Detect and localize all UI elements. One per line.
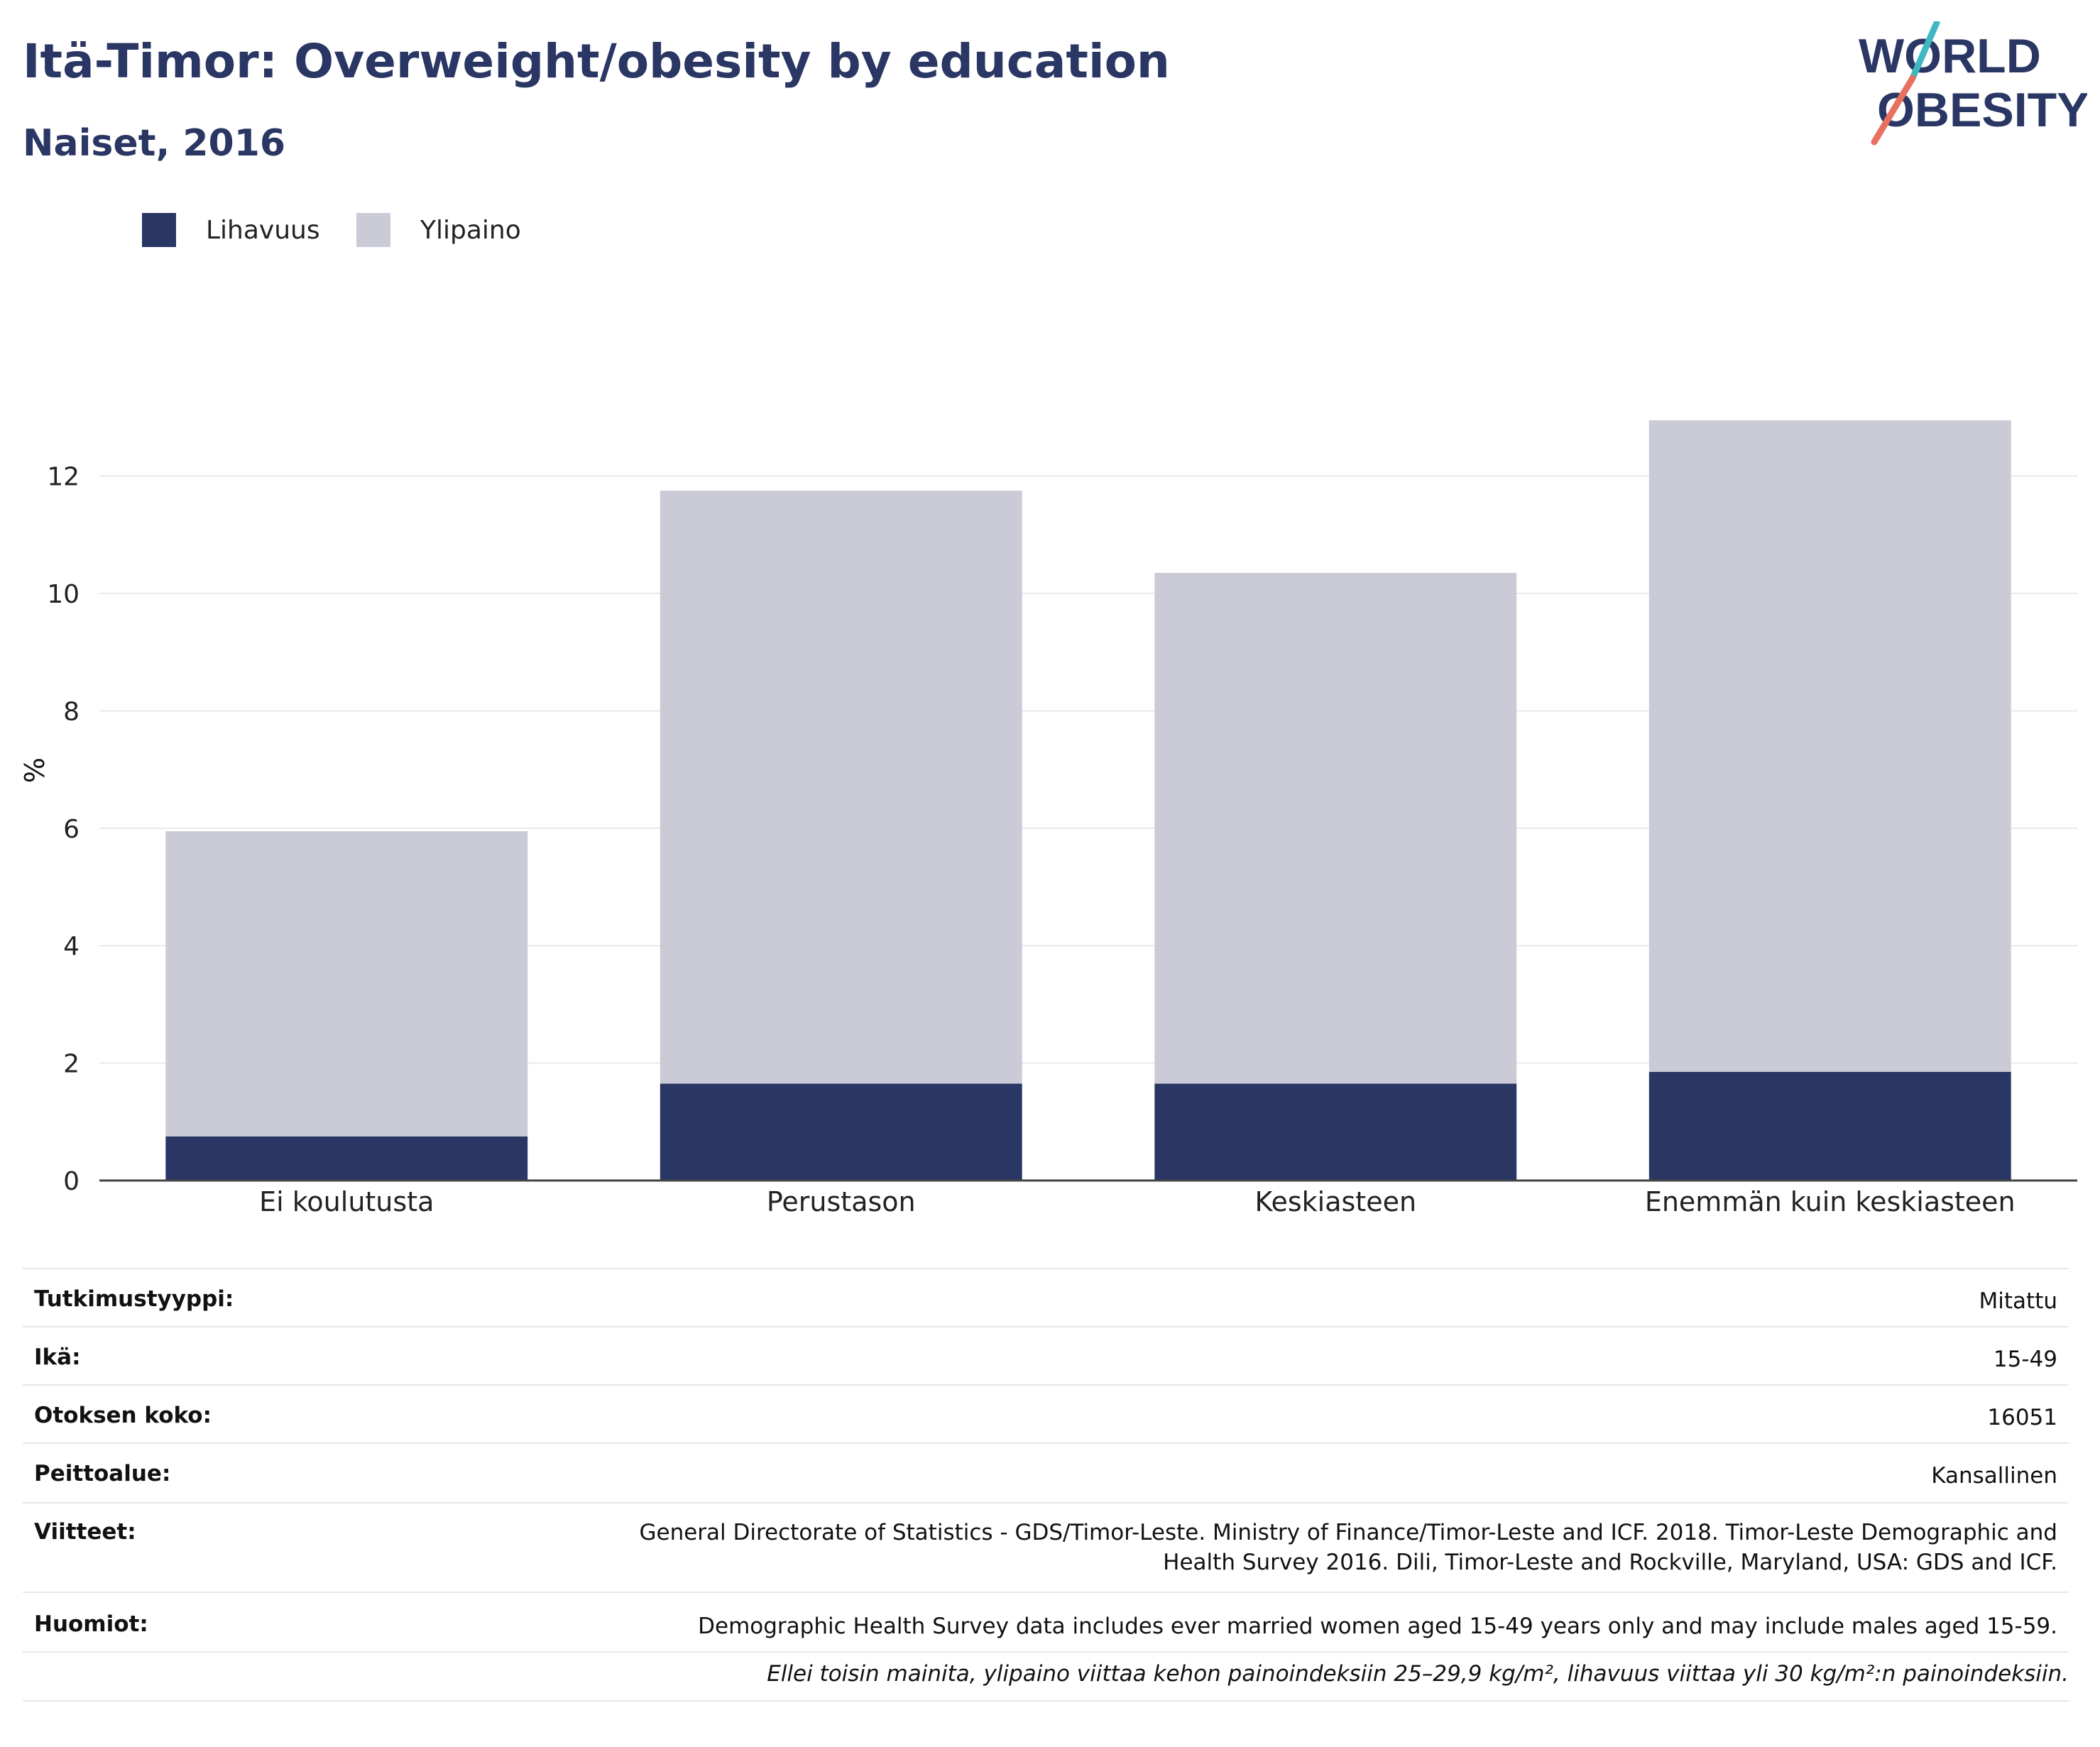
info-row-huomiot: Huomiot: Demographic Health Survey data … bbox=[23, 1592, 2069, 1653]
y-tick-label: 4 bbox=[63, 932, 80, 961]
legend-swatch-lihavuus bbox=[142, 213, 176, 247]
y-axis-ticks: 0 2 4 6 8 10 12 bbox=[47, 463, 80, 1196]
y-tick-label: 10 bbox=[47, 580, 80, 609]
bar-ylipaino[interactable] bbox=[165, 831, 528, 1137]
x-tick-label: Perustason bbox=[767, 1186, 916, 1217]
y-tick-label: 6 bbox=[63, 815, 80, 844]
bars bbox=[165, 420, 2011, 1181]
info-value: Kansallinen bbox=[1931, 1463, 2057, 1489]
y-tick-label: 12 bbox=[47, 463, 80, 492]
legend-swatch-ylipaino bbox=[356, 213, 390, 247]
info-value: 16051 bbox=[1987, 1405, 2057, 1430]
logo-text-obesity: OBESITY bbox=[1877, 83, 2087, 137]
info-label: Viitteet: bbox=[34, 1519, 136, 1545]
x-tick-label: Keskiasteen bbox=[1254, 1186, 1416, 1217]
info-label: Otoksen koko: bbox=[34, 1403, 212, 1428]
definition-note: Ellei toisin mainita, ylipaino viittaa k… bbox=[767, 1661, 2069, 1687]
info-value: 15-49 bbox=[1993, 1347, 2057, 1372]
info-value: Mitattu bbox=[1979, 1288, 2057, 1314]
reference-line-2: Health Survey 2016. Dili, Timor-Leste an… bbox=[1163, 1550, 2057, 1575]
legend-label-lihavuus: Lihavuus bbox=[206, 215, 320, 245]
info-row-ika: Ikä: 15-49 bbox=[23, 1326, 2069, 1386]
y-axis-label: % bbox=[19, 757, 50, 783]
bar-ylipaino[interactable] bbox=[1648, 420, 2011, 1073]
info-label: Huomiot: bbox=[34, 1611, 148, 1637]
bar-chart: 0 2 4 6 8 10 12 Ei koulutusta Perustason Keskias… bbox=[19, 420, 2077, 1217]
world-obesity-logo: WORLD OBESITY bbox=[1859, 21, 2087, 146]
info-row-viitteet: Viitteet: General Directorate of Statist… bbox=[23, 1502, 2069, 1593]
bar-ylipaino[interactable] bbox=[1154, 573, 1517, 1084]
info-row-tutkimustyyppi: Tutkimustyyppi: Mitattu bbox=[23, 1268, 2069, 1327]
info-divider bbox=[23, 1651, 2069, 1653]
bar-lihavuus[interactable] bbox=[1154, 1083, 1517, 1181]
bar-lihavuus[interactable] bbox=[165, 1136, 528, 1181]
y-tick-label: 8 bbox=[63, 697, 80, 726]
x-tick-label: Enemmän kuin keskiasteen bbox=[1645, 1186, 2016, 1217]
bar-lihavuus[interactable] bbox=[1648, 1072, 2011, 1181]
x-tick-label: Ei koulutusta bbox=[259, 1186, 434, 1217]
logo-text-world: WORLD bbox=[1859, 29, 2041, 83]
info-value: Demographic Health Survey data includes … bbox=[698, 1614, 2057, 1639]
info-label: Peittoalue: bbox=[34, 1461, 171, 1486]
bar-lihavuus[interactable] bbox=[660, 1083, 1022, 1181]
legend-item-ylipaino[interactable]: Ylipaino bbox=[356, 210, 521, 250]
info-label: Ikä: bbox=[34, 1345, 81, 1370]
info-label: Tutkimustyyppi: bbox=[34, 1286, 234, 1312]
x-axis-labels: Ei koulutusta Perustason Keskiasteen Enemmä… bbox=[259, 1186, 2016, 1217]
page-title: Itä-Timor: Overweight/obesity by educati… bbox=[23, 34, 1170, 89]
info-value-references: General Directorate of Statistics - GDS/… bbox=[639, 1518, 2057, 1577]
bar-ylipaino[interactable] bbox=[660, 491, 1022, 1084]
logo-slash-teal bbox=[1909, 21, 1940, 82]
legend-item-lihavuus[interactable]: Lihavuus bbox=[142, 210, 320, 250]
logo-slash-coral bbox=[1871, 75, 1916, 146]
page-subtitle: Naiset, 2016 bbox=[23, 122, 286, 165]
info-row-otoksen-koko: Otoksen koko: 16051 bbox=[23, 1384, 2069, 1444]
reference-line-1: General Directorate of Statistics - GDS/… bbox=[639, 1520, 2057, 1545]
y-tick-label: 2 bbox=[63, 1050, 80, 1079]
info-row-peittoalue: Peittoalue: Kansallinen bbox=[23, 1442, 2069, 1504]
legend-label-ylipaino: Ylipaino bbox=[420, 215, 521, 245]
bottom-divider bbox=[23, 1700, 2069, 1702]
y-tick-label: 0 bbox=[63, 1167, 80, 1196]
